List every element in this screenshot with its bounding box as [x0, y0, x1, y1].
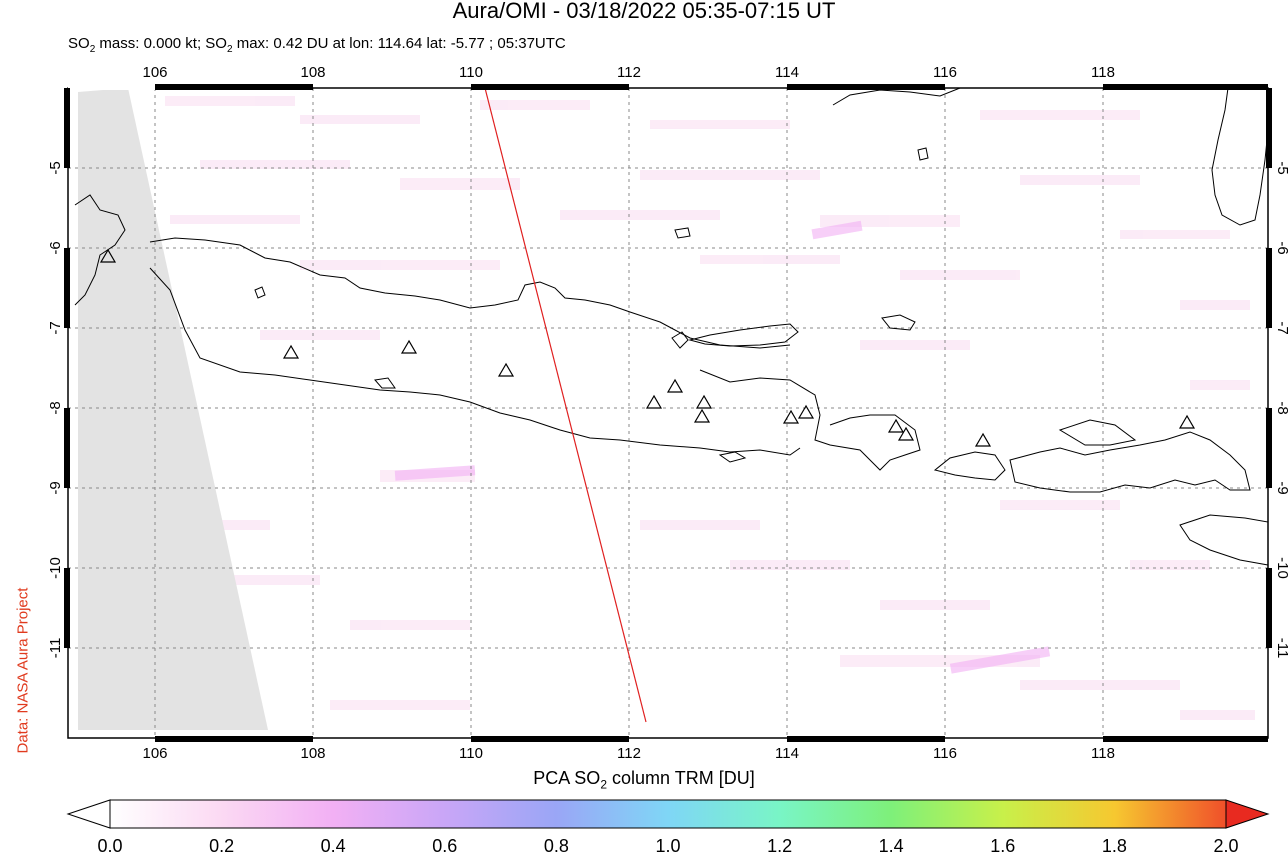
lat-tick-label: -5 — [47, 161, 64, 174]
lat-tick-label: -8 — [47, 401, 64, 414]
lat-tick-label: -6 — [47, 241, 64, 254]
volcano-triangle-icon — [497, 362, 515, 377]
map-title: Aura/OMI - 03/18/2022 05:35-07:15 UT — [452, 0, 836, 23]
lon-labels-top: 106 108 110 112 114 116 118 — [142, 64, 1114, 81]
lat-tick-label: -8 — [1274, 401, 1288, 414]
colorbar-label: 1.4 — [878, 836, 904, 856]
volcano-triangle-icon — [887, 418, 905, 433]
volcano-triangle-icon — [1178, 414, 1196, 429]
lon-tick-label: 112 — [617, 745, 641, 762]
volcano-markers — [99, 248, 1196, 447]
graticule — [68, 88, 1268, 738]
volcano-triangle-icon — [693, 408, 711, 423]
lon-tick-label: 106 — [142, 64, 167, 81]
colorbar-max-arrow — [1225, 799, 1270, 829]
lon-tick-label: 114 — [775, 745, 799, 762]
so2-enhanced-pixels — [394, 220, 1051, 674]
colorbar — [66, 799, 1270, 829]
lat-tick-label: -11 — [47, 638, 64, 659]
colorbar-title: PCA SO2 column TRM [DU] — [533, 768, 755, 792]
volcano-triangle-icon — [974, 432, 992, 447]
lon-tick-label: 110 — [459, 745, 483, 762]
lon-tick-label: 116 — [933, 745, 957, 762]
colorbar-label: 0.4 — [320, 836, 346, 856]
lat-tick-label: -10 — [47, 557, 64, 579]
volcano-triangle-icon — [897, 426, 915, 441]
colorbar-gradient — [109, 799, 1227, 829]
colorbar-min-arrow — [66, 799, 111, 829]
colorbar-label: 0.8 — [543, 836, 569, 856]
colorbar-label: 1.8 — [1101, 836, 1127, 856]
lon-labels-bottom: 106 108 110 112 114 116 118 — [142, 745, 1114, 762]
lat-tick-label: -9 — [47, 481, 64, 494]
lat-labels-left: -5 -6 -7 -8 -9 -10 -11 — [47, 161, 64, 658]
lon-tick-label: 110 — [459, 64, 483, 81]
lon-tick-label: 108 — [300, 64, 325, 81]
lat-tick-label: -5 — [1274, 161, 1288, 174]
lon-tick-label: 112 — [617, 64, 641, 81]
volcano-triangle-icon — [400, 339, 418, 354]
lon-tick-label: 118 — [1091, 745, 1115, 762]
volcano-triangle-icon — [282, 344, 300, 359]
coastlines — [74, 87, 1269, 566]
volcano-triangle-icon — [782, 409, 800, 424]
volcano-triangle-icon — [99, 248, 117, 263]
lat-tick-label: -7 — [1274, 321, 1288, 334]
volcano-triangle-icon — [645, 394, 663, 409]
map-subtitle: SO2 mass: 0.000 kt; SO2 max: 0.42 DU at … — [68, 35, 566, 55]
colorbar-label: 1.2 — [767, 836, 793, 856]
colorbar-label: 0.0 — [97, 836, 123, 856]
colorbar-label: 0.2 — [209, 836, 235, 856]
map-area — [68, 88, 1268, 738]
lat-tick-label: -7 — [47, 321, 64, 334]
volcano-triangle-icon — [797, 404, 815, 419]
lat-tick-label: -11 — [1274, 638, 1288, 659]
lon-tick-label: 106 — [142, 745, 167, 762]
colorbar-label: 1.6 — [990, 836, 1016, 856]
lon-tick-label: 108 — [300, 745, 325, 762]
volcano-triangle-icon — [695, 394, 713, 409]
so2-swath-pattern — [165, 96, 1255, 720]
frame-ticks — [64, 84, 1272, 742]
colorbar-label: 1.0 — [655, 836, 681, 856]
lon-tick-label: 118 — [1091, 64, 1115, 81]
colorbar-label: 2.0 — [1213, 836, 1239, 856]
lon-tick-label: 116 — [933, 64, 957, 81]
lat-tick-label: -9 — [1274, 481, 1288, 494]
volcano-triangle-icon — [666, 378, 684, 393]
lon-tick-label: 114 — [775, 64, 799, 81]
colorbar-label: 0.6 — [432, 836, 458, 856]
lat-tick-label: -10 — [1274, 557, 1288, 579]
orbit-track-line — [484, 87, 647, 723]
lat-tick-label: -6 — [1274, 241, 1288, 254]
lat-labels-right: -5 -6 -7 -8 -9 -10 -11 — [1274, 161, 1288, 658]
